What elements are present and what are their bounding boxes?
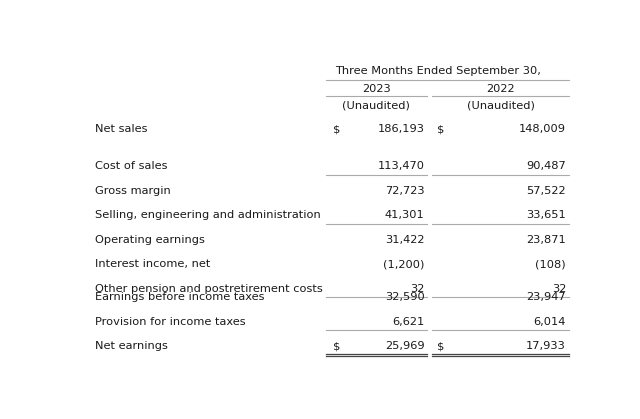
- Text: 32: 32: [552, 284, 566, 294]
- Text: 41,301: 41,301: [385, 210, 425, 220]
- Text: 23,871: 23,871: [526, 235, 566, 245]
- Text: Gross margin: Gross margin: [95, 186, 171, 196]
- Text: $: $: [333, 341, 340, 352]
- Text: $: $: [437, 341, 445, 352]
- Text: 25,969: 25,969: [385, 341, 425, 352]
- Text: Interest income, net: Interest income, net: [95, 259, 211, 269]
- Text: Cost of sales: Cost of sales: [95, 161, 168, 171]
- Text: 32: 32: [410, 284, 425, 294]
- Text: (Unaudited): (Unaudited): [467, 100, 534, 110]
- Text: Net earnings: Net earnings: [95, 341, 168, 352]
- Text: 6,014: 6,014: [534, 317, 566, 327]
- Text: 148,009: 148,009: [519, 124, 566, 134]
- Text: Other pension and postretirement costs: Other pension and postretirement costs: [95, 284, 323, 294]
- Text: 33,651: 33,651: [526, 210, 566, 220]
- Text: 113,470: 113,470: [378, 161, 425, 171]
- Text: 2022: 2022: [486, 84, 515, 94]
- Text: 32,590: 32,590: [385, 292, 425, 303]
- Text: 90,487: 90,487: [526, 161, 566, 171]
- Text: 186,193: 186,193: [378, 124, 425, 134]
- Text: $: $: [333, 124, 340, 134]
- Text: (108): (108): [536, 259, 566, 269]
- Text: 23,947: 23,947: [527, 292, 566, 303]
- Text: Earnings before income taxes: Earnings before income taxes: [95, 292, 264, 303]
- Text: Operating earnings: Operating earnings: [95, 235, 205, 245]
- Text: 6,621: 6,621: [392, 317, 425, 327]
- Text: 2023: 2023: [362, 84, 390, 94]
- Text: Net sales: Net sales: [95, 124, 147, 134]
- Text: (Unaudited): (Unaudited): [342, 100, 410, 110]
- Text: $: $: [437, 124, 445, 134]
- Text: Three Months Ended September 30,: Three Months Ended September 30,: [335, 67, 541, 76]
- Text: 31,422: 31,422: [385, 235, 425, 245]
- Text: 57,522: 57,522: [527, 186, 566, 196]
- Text: 72,723: 72,723: [385, 186, 425, 196]
- Text: 17,933: 17,933: [526, 341, 566, 352]
- Text: Selling, engineering and administration: Selling, engineering and administration: [95, 210, 321, 220]
- Text: (1,200): (1,200): [383, 259, 425, 269]
- Text: Provision for income taxes: Provision for income taxes: [95, 317, 246, 327]
